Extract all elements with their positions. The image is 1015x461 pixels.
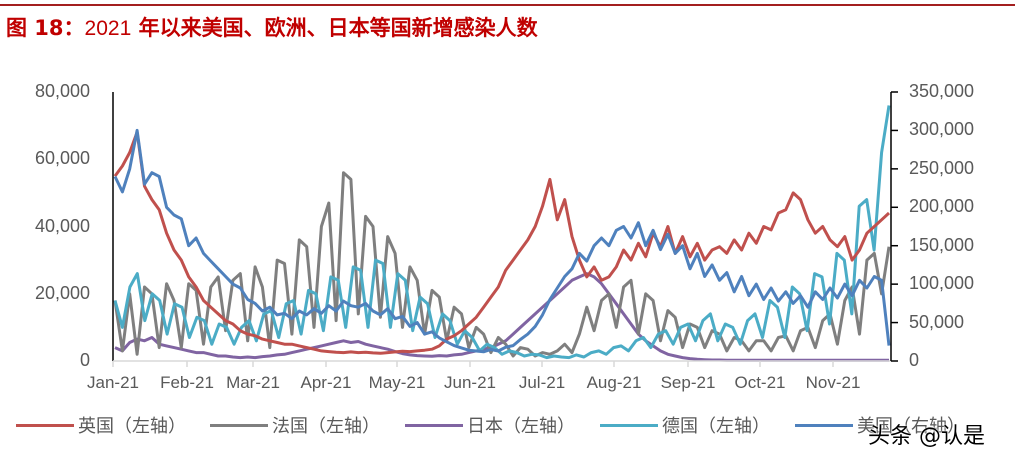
legend-item-germany: 德国（左轴） — [600, 410, 770, 440]
right-y-tick-label: 200,000 — [909, 196, 975, 217]
right-y-tick-label: 350,000 — [909, 81, 975, 101]
legend-swatch-uk — [16, 423, 74, 427]
series-layer — [113, 105, 891, 362]
x-tick-label: Mar-21 — [226, 373, 280, 392]
figure-number: 图 18： — [6, 16, 85, 40]
left-y-tick-label: 40,000 — [34, 215, 90, 236]
legend: 英国（左轴） 法国（左轴） 日本（左轴） 德国（左轴） 美国（右轴） — [0, 410, 1015, 440]
legend-label-us: 美国（右轴） — [857, 416, 965, 437]
x-tick-label: Feb-21 — [160, 373, 214, 392]
legend-swatch-france — [210, 423, 268, 427]
chart-title: 图 18：2021 年以来美国、欧洲、日本等国新增感染人数 — [6, 12, 538, 42]
legend-label-germany: 德国（左轴） — [662, 416, 770, 437]
series-line-us — [113, 128, 891, 354]
x-tick-label: Oct-21 — [734, 373, 786, 392]
x-tick-label: Jan-21 — [87, 373, 139, 392]
title-text: 年以来美国、欧洲、日本等国新增感染人数 — [131, 16, 538, 40]
x-tick-label: Aug-21 — [586, 373, 642, 392]
legend-label-uk: 英国（左轴） — [78, 416, 186, 437]
legend-swatch-japan — [405, 423, 463, 427]
legend-item-france: 法国（左轴） — [210, 410, 380, 440]
x-axis-ticks — [112, 361, 834, 367]
legend-item-japan: 日本（左轴） — [405, 410, 575, 440]
x-tick-label: May-21 — [368, 373, 426, 392]
title-rule — [0, 4, 1015, 6]
left-y-tick-label: 0 — [79, 350, 90, 370]
left-y-tick-label: 80,000 — [34, 81, 90, 101]
x-tick-label: Nov-21 — [805, 373, 861, 392]
right-y-tick-label: 0 — [909, 350, 920, 370]
x-tick-label: Apr-21 — [300, 373, 352, 392]
series-line-uk — [113, 130, 891, 355]
right-y-axis-ticks — [891, 91, 898, 362]
title-year: 2021 — [84, 17, 132, 40]
right-y-tick-label: 300,000 — [909, 119, 975, 140]
left-y-tick-label: 20,000 — [34, 282, 90, 303]
x-tick-label: Sep-21 — [660, 373, 716, 392]
left-y-tick-label: 60,000 — [34, 148, 90, 169]
legend-item-us: 美国（右轴） — [795, 410, 965, 440]
legend-item-uk: 英国（左轴） — [16, 410, 186, 440]
x-tick-label: Jun-21 — [444, 373, 496, 392]
x-tick-label: Jul-21 — [518, 373, 566, 392]
legend-label-france: 法国（左轴） — [272, 416, 380, 437]
right-y-tick-label: 250,000 — [909, 157, 975, 178]
right-y-tick-label: 100,000 — [909, 273, 975, 294]
legend-label-japan: 日本（左轴） — [467, 416, 575, 437]
legend-swatch-germany — [600, 423, 658, 427]
right-y-tick-label: 150,000 — [909, 234, 975, 255]
right-y-tick-label: 50,000 — [909, 311, 965, 332]
series-line-germany — [113, 105, 891, 360]
legend-swatch-us — [795, 423, 853, 427]
watermark: 头条 @认是 — [868, 424, 985, 449]
series-line-france — [113, 171, 891, 358]
